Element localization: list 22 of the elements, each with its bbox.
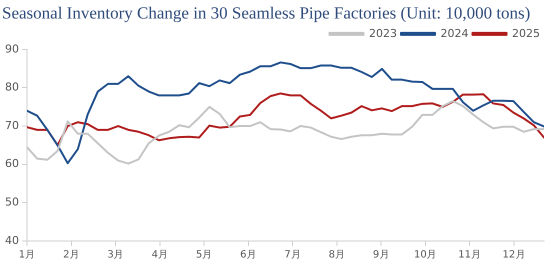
x-tick-label: 10月: [414, 250, 437, 261]
x-tick-label: 5月: [196, 250, 212, 261]
chart-title: Seasonal Inventory Change in 30 Seamless Pipe Factories (Unit: 10,000 tons): [2, 4, 530, 23]
x-tick-label: 11月: [458, 250, 482, 261]
x-tick-label: 2月: [63, 250, 80, 261]
x-tick-label: 8月: [328, 250, 346, 261]
legend-label: 2023: [369, 26, 398, 40]
x-tick-label: 12月: [502, 250, 526, 261]
y-tick-label: 90: [4, 42, 19, 56]
x-tick-label: 1月: [18, 250, 36, 261]
x-tick-label: 7月: [284, 250, 301, 261]
y-tick-label: 40: [4, 234, 19, 247]
legend-label: 2024: [440, 26, 469, 40]
x-tick-label: 4月: [152, 250, 168, 261]
x-tick-label: 3月: [107, 250, 124, 261]
y-tick-label: 50: [4, 196, 19, 209]
y-tick-label: 60: [4, 157, 19, 170]
x-tick-label: 6月: [240, 250, 257, 261]
y-tick-label: 70: [4, 118, 19, 132]
legend-label: 2025: [512, 26, 540, 40]
y-tick-label: 80: [4, 80, 19, 94]
x-tick-label: 9月: [372, 250, 390, 261]
